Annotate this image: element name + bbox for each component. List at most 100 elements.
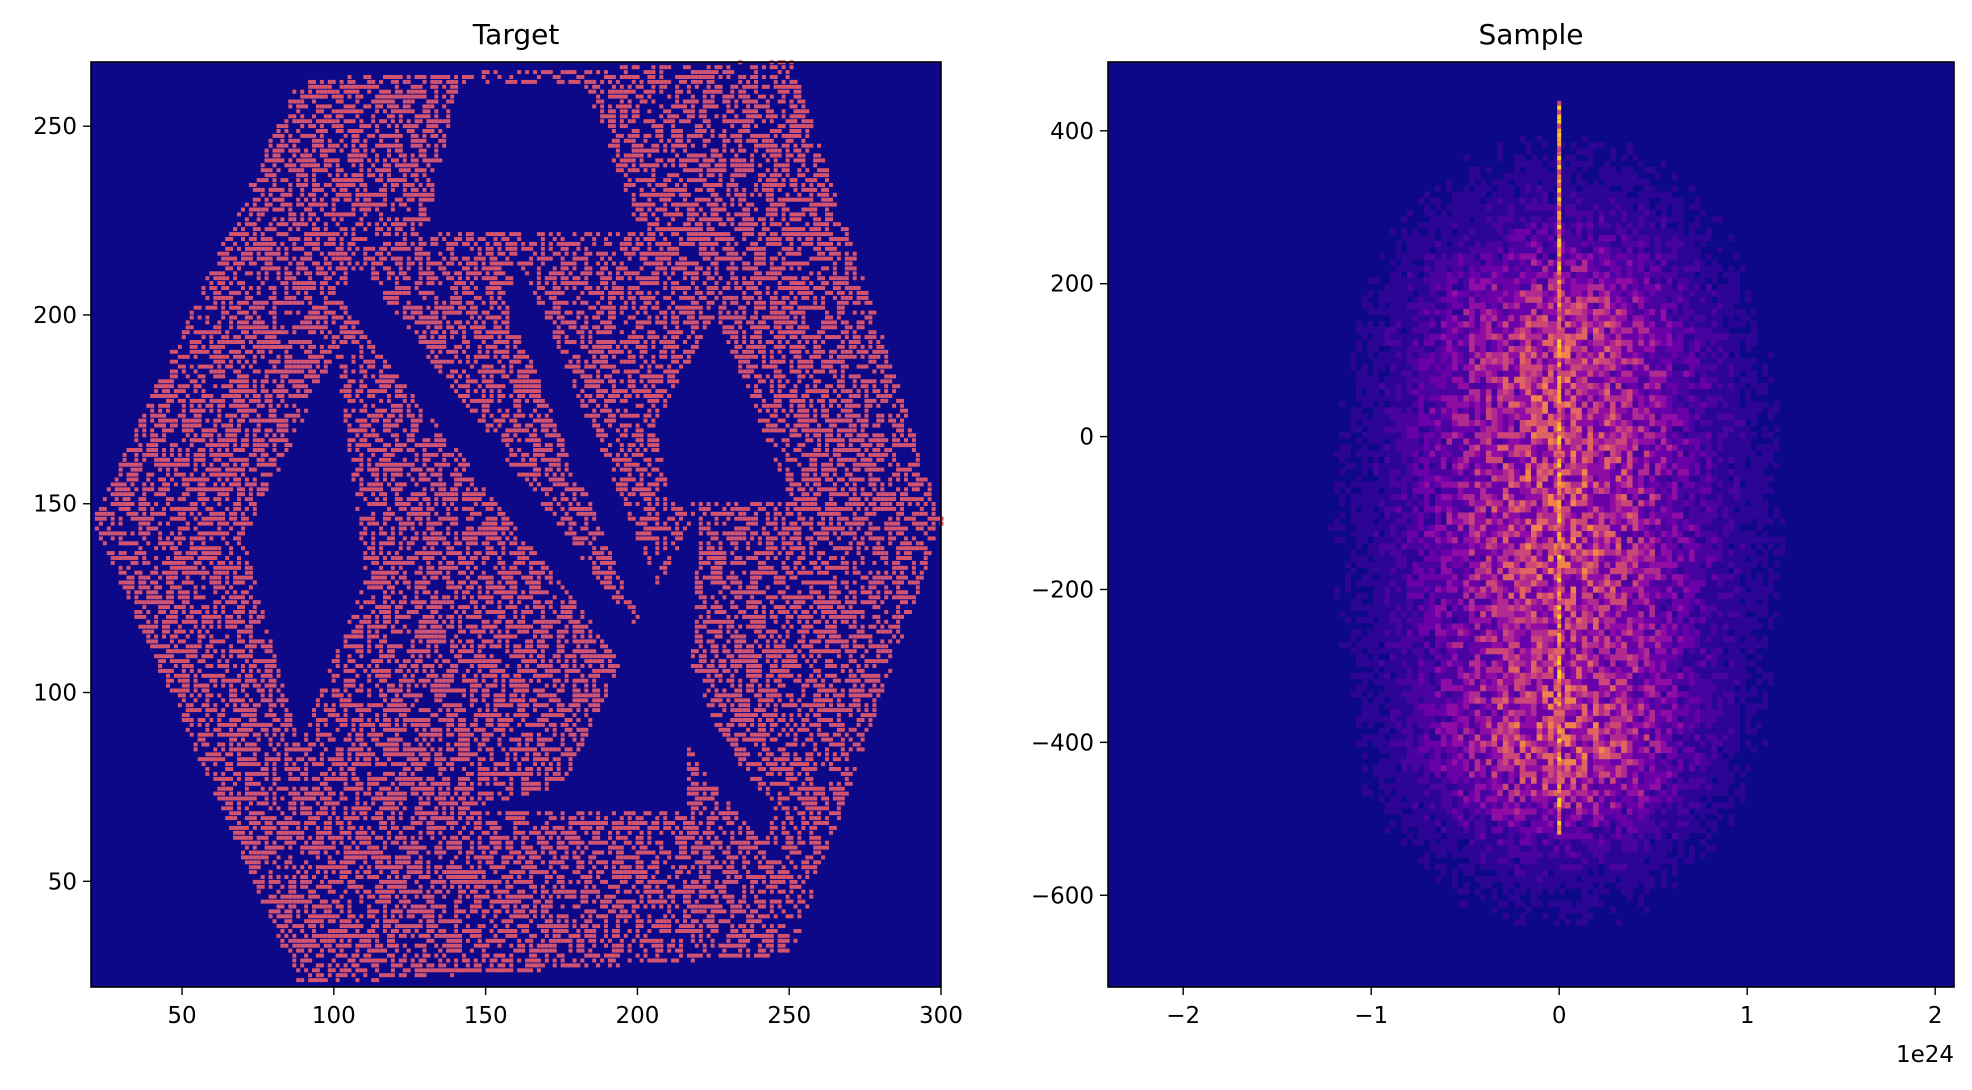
target-cell [277, 404, 281, 408]
target-cell [308, 792, 312, 796]
target-cell [336, 973, 340, 977]
target-cell [375, 782, 379, 786]
target-cell [269, 644, 273, 648]
target-cell [403, 772, 407, 776]
target-cell [253, 428, 257, 432]
target-cell [284, 178, 288, 182]
target-cell [379, 482, 383, 486]
target-cell [213, 325, 217, 329]
target-cell [198, 522, 202, 526]
target-cell [277, 669, 281, 673]
target-cell [407, 409, 411, 413]
target-cell [363, 934, 367, 938]
target-cell [182, 669, 186, 673]
target-cell [131, 556, 135, 560]
target-cell [241, 262, 245, 266]
target-cell [150, 571, 154, 575]
target-cell [241, 232, 245, 236]
target-cell [194, 478, 198, 482]
target-cell [225, 541, 229, 545]
target-cell [233, 271, 237, 275]
target-cell [379, 389, 383, 393]
target-cell [312, 914, 316, 918]
target-cell [336, 232, 340, 236]
target-cell [186, 424, 190, 428]
target-cell [265, 762, 269, 766]
target-cell [280, 698, 284, 702]
target-cell [265, 374, 269, 378]
target-cell [355, 237, 359, 241]
target-cell [328, 929, 332, 933]
target-cell [225, 600, 229, 604]
target-cell [399, 698, 403, 702]
target-cell [363, 124, 367, 128]
target-cell [395, 502, 399, 506]
target-cell [237, 492, 241, 496]
target-cell [375, 797, 379, 801]
target-cell [217, 659, 221, 663]
target-cell [273, 846, 277, 850]
target-cell [205, 684, 209, 688]
target-cell [170, 566, 174, 570]
target-cell [411, 890, 415, 894]
target-cell [245, 271, 249, 275]
target-cell [316, 379, 320, 383]
target-cell [221, 517, 225, 521]
target-cell [308, 890, 312, 894]
target-cell [288, 895, 292, 899]
target-cell [237, 620, 241, 624]
target-cell [363, 743, 367, 747]
target-cell [367, 458, 371, 462]
target-cell [379, 104, 383, 108]
target-cell [363, 374, 367, 378]
target-cell [336, 954, 340, 958]
target-cell [348, 620, 352, 624]
target-cell [209, 517, 213, 521]
target-cell [174, 546, 178, 550]
target-cell [363, 792, 367, 796]
target-cell [280, 257, 284, 261]
target-cell [296, 325, 300, 329]
target-cell [178, 585, 182, 589]
target-cell [415, 762, 419, 766]
target-cell [316, 762, 320, 766]
target-cell [257, 242, 261, 246]
target-cell [328, 242, 332, 246]
target-cell [395, 880, 399, 884]
target-cell [419, 262, 423, 266]
target-cell [142, 625, 146, 629]
target-cell [245, 409, 249, 413]
target-cell [340, 217, 344, 221]
target-cell [249, 615, 253, 619]
target-cell [419, 95, 423, 99]
target-cell [383, 841, 387, 845]
target-cell [367, 173, 371, 177]
target-cell [233, 428, 237, 432]
target-cell [158, 659, 162, 663]
target-cell [395, 723, 399, 727]
target-cell [162, 507, 166, 511]
target-cell [229, 644, 233, 648]
target-cell [265, 728, 269, 732]
target-cell [142, 585, 146, 589]
target-cell [261, 728, 265, 732]
target-cell [399, 291, 403, 295]
target-cell [162, 458, 166, 462]
target-cell [375, 625, 379, 629]
target-cell [213, 301, 217, 305]
target-cell [383, 379, 387, 383]
target-cell [170, 546, 174, 550]
target-cell [383, 728, 387, 732]
target-cell [253, 747, 257, 751]
target-cell [253, 664, 257, 668]
target-cell [245, 320, 249, 324]
target-cell [340, 777, 344, 781]
target-cell [348, 914, 352, 918]
target-cell [363, 252, 367, 256]
target-cell [415, 757, 419, 761]
target-cell [292, 905, 296, 909]
target-cell [399, 801, 403, 805]
target-cell [229, 316, 233, 320]
target-cell [150, 581, 154, 585]
target-cell [367, 424, 371, 428]
